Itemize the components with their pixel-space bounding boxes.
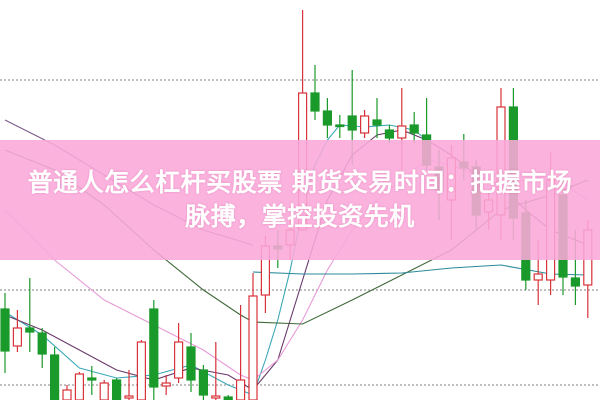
- banner-title-line-1: 普通人怎么杠杆买股票 期货交易时间：把握市场: [27, 168, 573, 197]
- moving-average-line: [252, 264, 588, 276]
- candle-down: [409, 124, 419, 134]
- candle-down: [25, 327, 35, 333]
- candle-down: [149, 308, 159, 388]
- candle-down: [322, 110, 332, 126]
- candle-up: [174, 341, 184, 379]
- candle-down: [570, 277, 581, 287]
- candle-up: [211, 395, 221, 399]
- candle-up: [62, 389, 72, 400]
- candle-up: [248, 295, 258, 400]
- candle-up: [74, 373, 85, 400]
- candle-down: [87, 377, 97, 381]
- candle-down: [310, 92, 320, 112]
- candle-down: [223, 396, 233, 400]
- candle-up: [397, 125, 407, 139]
- title-banner: 普通人怎么杠杆买股票 期货交易时间：把握市场 脉搏，掌控投资先机: [0, 140, 600, 260]
- candle-up: [236, 379, 246, 400]
- candle-up: [533, 273, 543, 281]
- banner-title-line-2: 脉搏，掌控投资先机: [185, 202, 415, 231]
- candle-down: [186, 346, 196, 381]
- candle-down: [384, 129, 394, 139]
- candle-down: [49, 354, 60, 400]
- candle-up: [136, 341, 146, 400]
- candle-down: [335, 124, 345, 128]
- candle-up: [12, 327, 22, 347]
- candle-up: [99, 382, 109, 400]
- candle-up: [124, 395, 134, 399]
- candle-down: [37, 332, 47, 355]
- candle-down: [372, 119, 382, 126]
- candle-up: [360, 115, 370, 134]
- candle-down: [0, 308, 10, 352]
- candle-down: [198, 369, 208, 396]
- candle-down: [347, 115, 357, 131]
- candle-down: [111, 379, 122, 400]
- candle-up: [161, 382, 171, 387]
